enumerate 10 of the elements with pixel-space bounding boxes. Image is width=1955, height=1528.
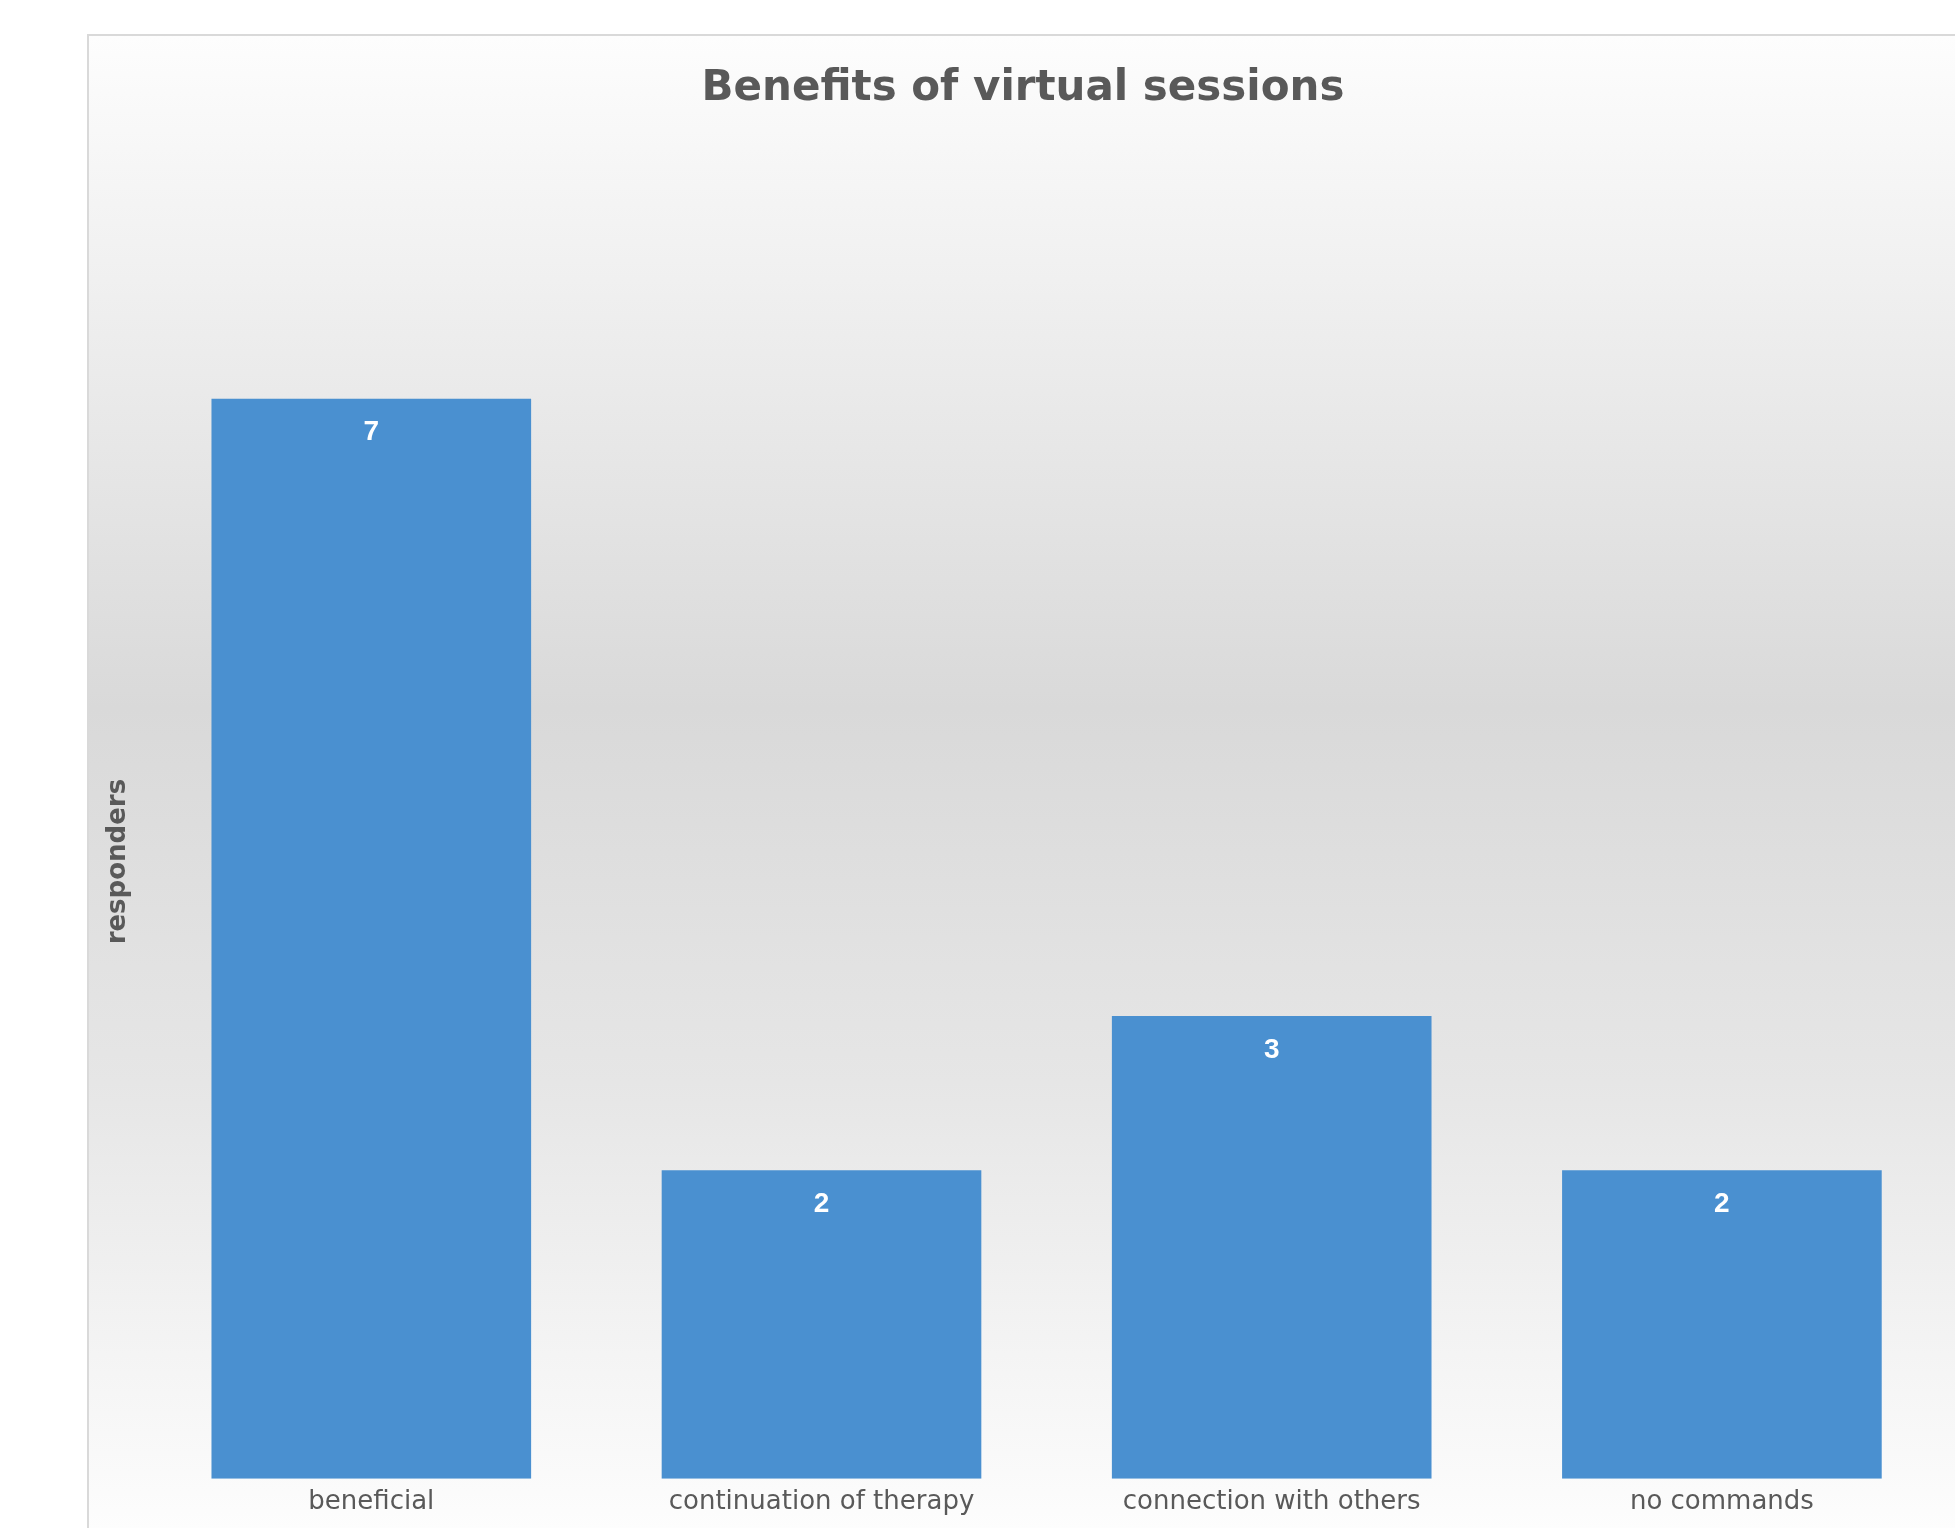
data-label: 3 <box>1263 1032 1280 1064</box>
data-label: 2 <box>1714 1186 1730 1218</box>
y-axis-title: responders <box>101 778 132 945</box>
x-tick-label: no commands <box>1629 1485 1814 1516</box>
x-tick-label: continuation of therapy <box>668 1485 975 1516</box>
data-label: 2 <box>813 1186 830 1218</box>
x-tick-label: beneficial <box>308 1485 435 1516</box>
chart-title: Benefits of virtual sessions <box>701 61 1345 111</box>
data-label: 7 <box>363 415 380 447</box>
x-tick-label: connection with others <box>1122 1485 1421 1516</box>
